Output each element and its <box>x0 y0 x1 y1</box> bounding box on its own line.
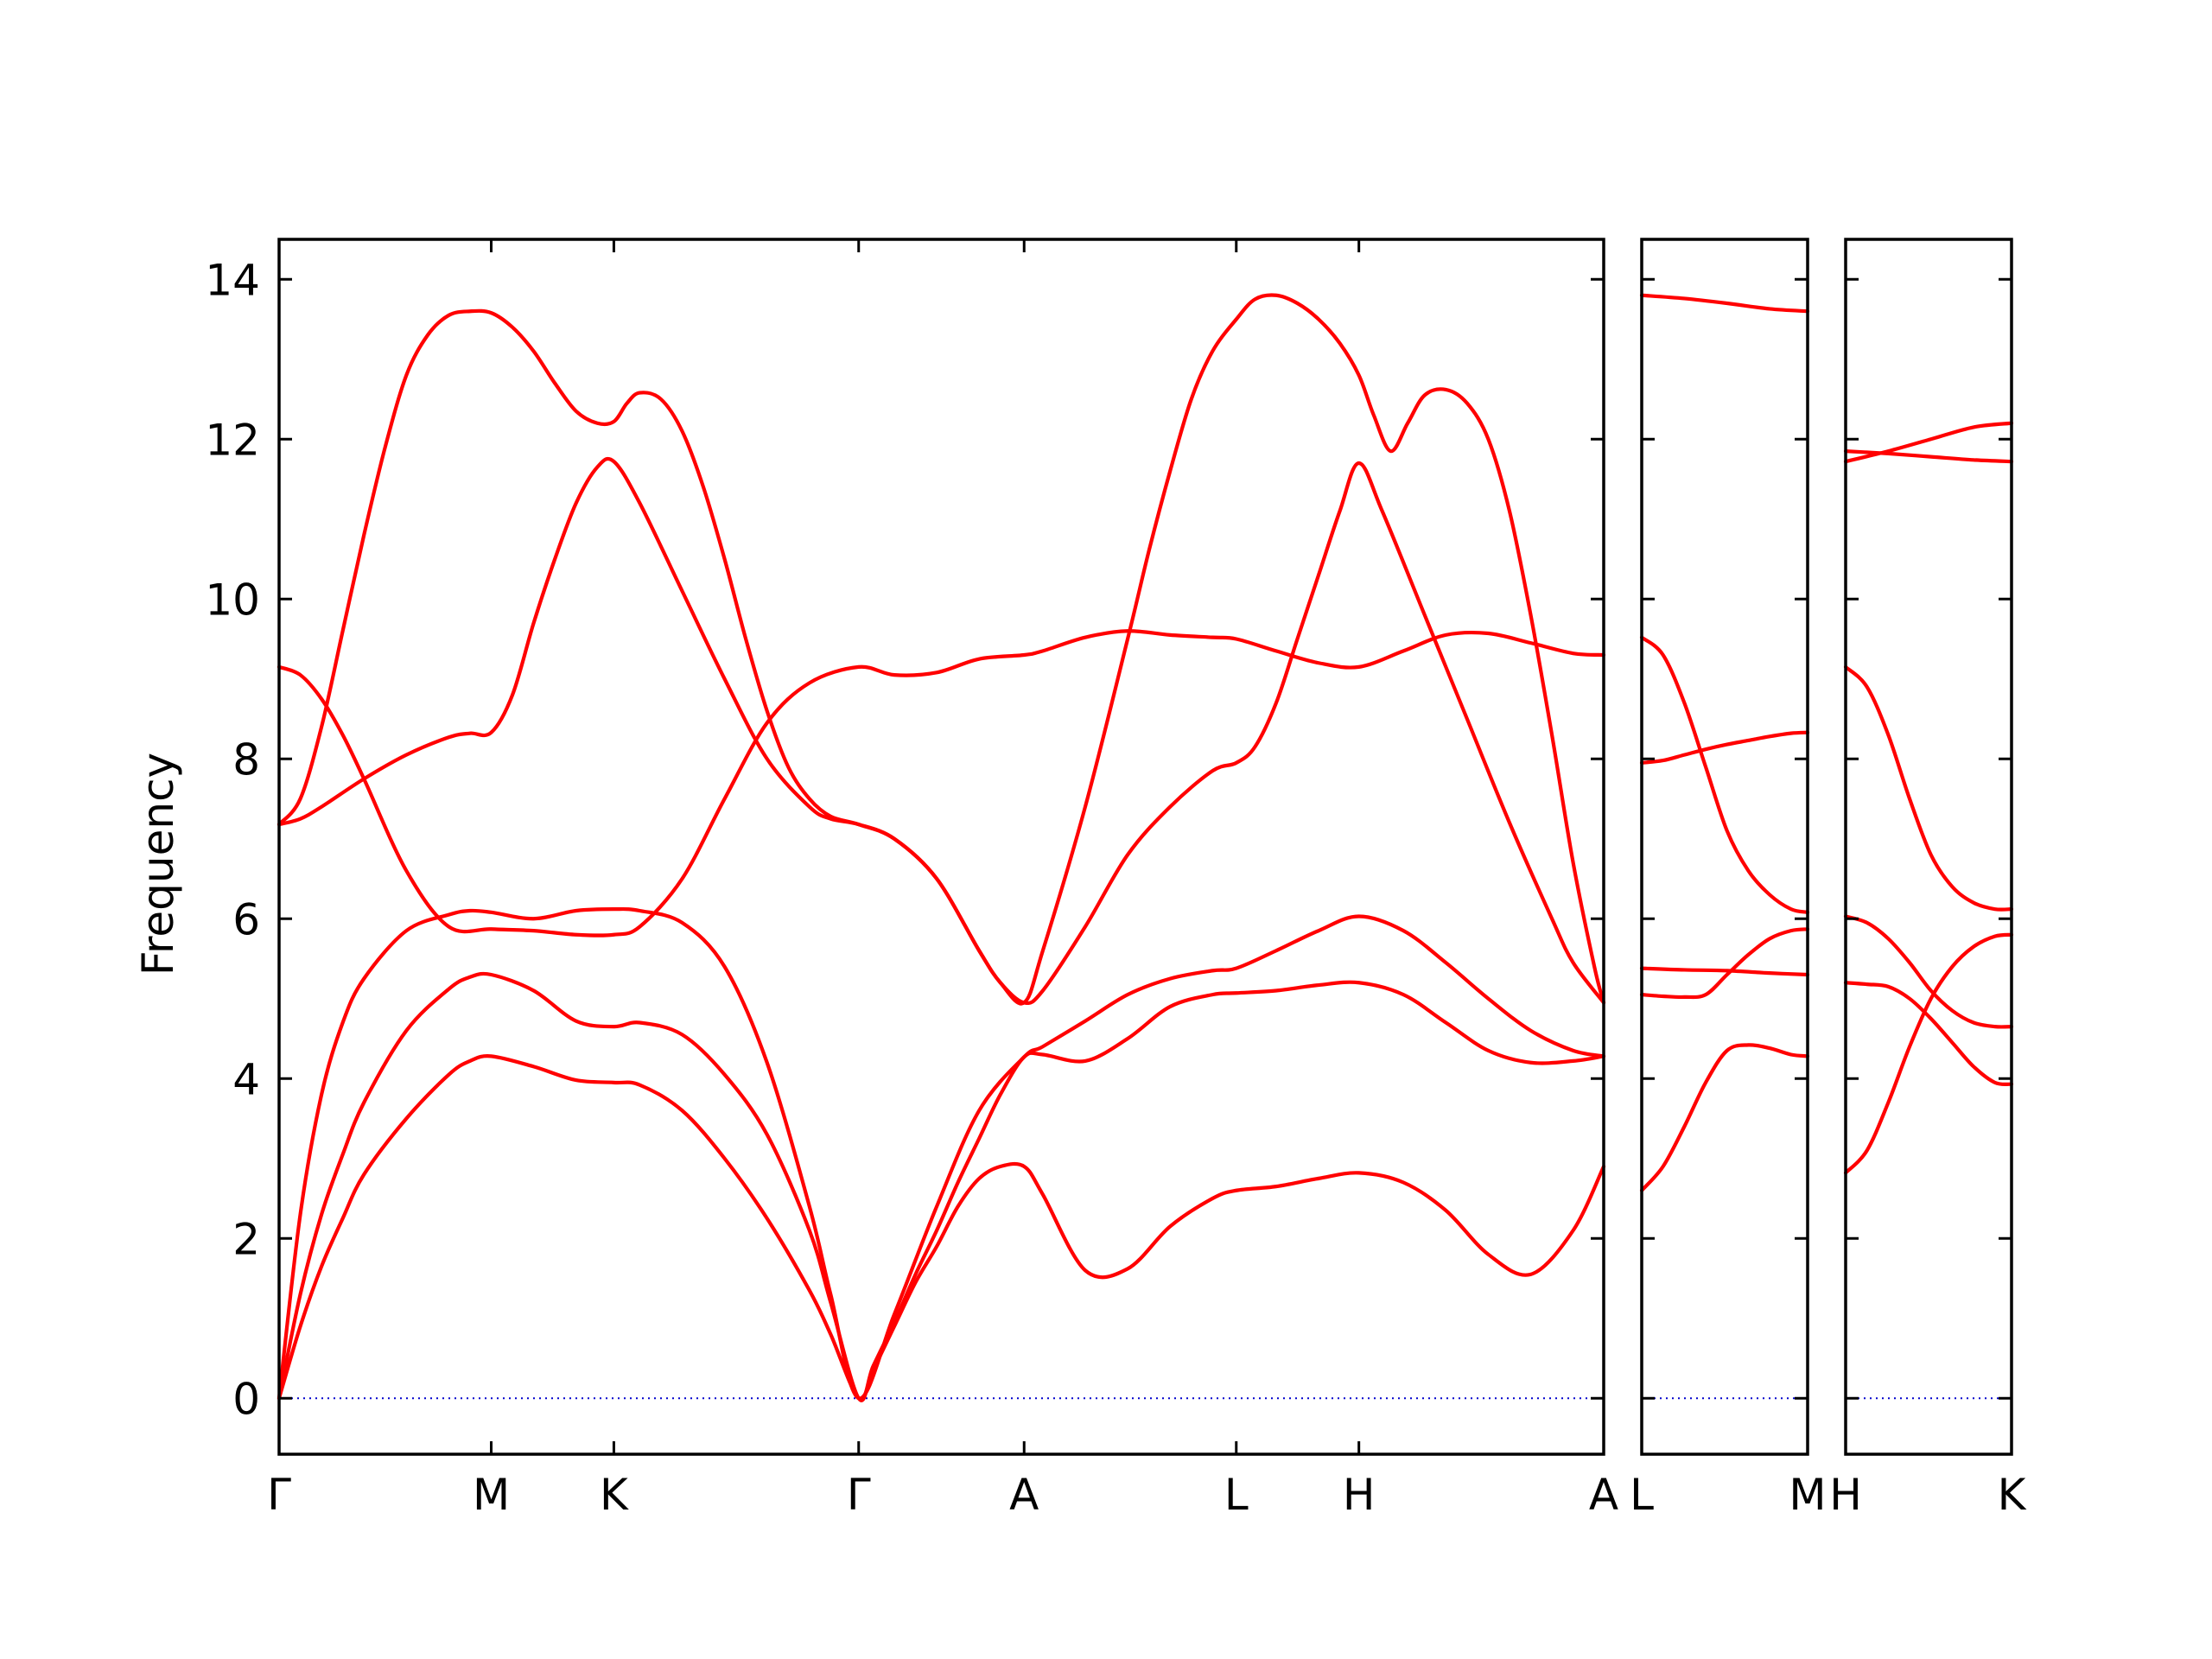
band-line-3 <box>1639 966 1810 977</box>
x-tick-label: M <box>1789 1470 1826 1520</box>
y-tick-label: 6 <box>232 894 260 944</box>
x-tick-label: M <box>473 1470 510 1520</box>
band-line-1 <box>1843 932 2014 1175</box>
x-tick-label: K <box>1998 1470 2027 1520</box>
band-line-2 <box>1843 981 2014 1087</box>
band-line-5 <box>1843 421 2014 464</box>
x-tick-label: Γ <box>847 1470 871 1520</box>
y-tick-label: 4 <box>232 1054 260 1104</box>
y-tick-label: 8 <box>232 734 260 785</box>
y-tick-label: 10 <box>205 575 260 625</box>
band-line-5 <box>1639 635 1810 914</box>
x-tick-label: Γ <box>267 1470 291 1520</box>
band-line-4 <box>276 629 1606 938</box>
x-tick-label: H <box>1343 1470 1376 1520</box>
panel-frame <box>277 238 1605 1456</box>
band-line-1 <box>276 1054 1606 1402</box>
band-line-6 <box>276 293 1606 1006</box>
band-line-4 <box>1843 664 2014 912</box>
panel-1: Γ M K Γ A L H A 0 2 4 6 8 10 12 14 <box>205 238 1618 1520</box>
band-line-5 <box>276 456 1606 1006</box>
band-line-2 <box>1639 927 1810 1000</box>
y-tick-label: 12 <box>205 415 260 465</box>
band-line-6 <box>1639 293 1810 314</box>
x-tick-label: L <box>1630 1470 1654 1520</box>
y-axis-label: Frequency <box>133 753 183 976</box>
y-tick-label: 0 <box>232 1374 260 1424</box>
panel-frame <box>1844 238 2013 1456</box>
panel-frame <box>1640 238 1809 1456</box>
band-line-6 <box>1843 449 2014 464</box>
band-line-3 <box>1843 914 2014 1029</box>
x-tick-label: K <box>600 1470 629 1520</box>
band-line-2 <box>276 971 1606 1402</box>
x-tick-label: A <box>1589 1470 1618 1520</box>
x-tick-label: A <box>1009 1470 1039 1520</box>
band-line-1 <box>1639 1043 1810 1192</box>
x-tick-label: H <box>1829 1470 1862 1520</box>
x-tick-label: L <box>1224 1470 1249 1520</box>
band-line-3 <box>276 906 1606 1401</box>
y-tick-label: 2 <box>232 1214 260 1264</box>
band-line-4 <box>1639 730 1810 765</box>
y-tick-label: 14 <box>205 255 260 305</box>
